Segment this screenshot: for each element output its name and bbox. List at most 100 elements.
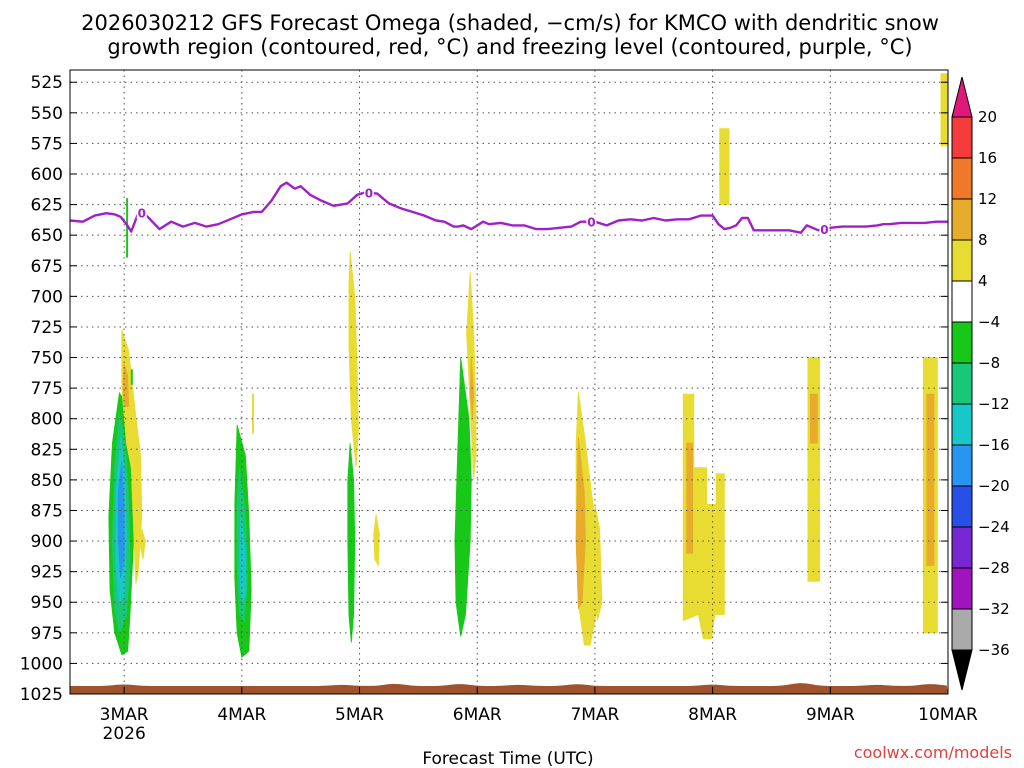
colorbar-label-6: −8 — [978, 354, 1000, 372]
y-tick-label-925: 925 — [31, 563, 63, 583]
colorbar-label-11: −28 — [978, 559, 1010, 577]
freezing-level-label-bg-3 — [819, 222, 830, 237]
freezing-level-label-1: 0 — [365, 187, 373, 201]
omega-region-28 — [926, 393, 935, 566]
y-tick-label-800: 800 — [31, 410, 63, 430]
omega-region-8 — [130, 369, 133, 385]
credit-text: coolwx.com/models — [854, 743, 1012, 762]
x-tick-label-9MAR: 9MAR — [806, 705, 855, 725]
x-axis-label: Forecast Time (UTC) — [422, 749, 593, 768]
y-tick-label-725: 725 — [31, 318, 63, 338]
colorbar-box-5 — [951, 280, 973, 323]
colorbar-label-12: −32 — [978, 600, 1010, 618]
y-tick-label-750: 750 — [31, 349, 63, 369]
y-tick-label-825: 825 — [31, 440, 63, 460]
omega-region-14 — [347, 443, 356, 643]
colorbar-label-0: 20 — [978, 108, 997, 126]
omega-region-7 — [126, 198, 129, 258]
y-tick-label-950: 950 — [31, 593, 63, 613]
x-tick-label-5MAR: 5MAR — [335, 705, 384, 725]
x-tick-label-4MAR: 4MAR — [217, 705, 266, 725]
colorbar-box-11 — [951, 526, 973, 569]
colorbar-box-1 — [951, 116, 973, 159]
y-tick-label-1000: 1000 — [20, 654, 63, 674]
x-tick-label-6MAR: 6MAR — [453, 705, 502, 725]
chart-title-line1: 2026030212 GFS Forecast Omega (shaded, −… — [81, 11, 939, 35]
freezing-level-contour: 0 0 0 0 — [69, 181, 948, 237]
colorbar-label-3: 8 — [978, 231, 988, 249]
freezing-level-label-2: 0 — [587, 216, 595, 230]
grid-lines — [70, 70, 949, 695]
y-tick-label-850: 850 — [31, 471, 63, 491]
terrain-band — [70, 683, 948, 694]
omega-region-23 — [686, 442, 693, 554]
colorbar-box-7 — [951, 362, 973, 405]
colorbar-label-4: 4 — [978, 272, 988, 290]
omega-region-5 — [140, 528, 146, 560]
colorbar-box-4 — [951, 239, 973, 282]
y-tick-label-900: 900 — [31, 532, 63, 552]
x-tick-sublabel-3MAR: 2026 — [103, 724, 146, 744]
freezing-level-label-3: 0 — [820, 223, 828, 237]
y-tick-label-775: 775 — [31, 379, 63, 399]
x-tick-label-3MAR: 3MAR — [100, 705, 149, 725]
y-tick-label-525: 525 — [31, 73, 63, 93]
y-tick-label-675: 675 — [31, 257, 63, 277]
colorbar-box-12 — [951, 567, 973, 610]
y-tick-label-625: 625 — [31, 196, 63, 216]
colorbar-label-9: −20 — [978, 477, 1010, 495]
colorbar-top-triangle — [951, 76, 973, 118]
x-tick-label-8MAR: 8MAR — [688, 705, 737, 725]
omega-shading — [108, 73, 949, 659]
colorbar-box-9 — [951, 444, 973, 487]
omega-region-3 — [117, 461, 125, 578]
colorbar-label-5: −4 — [978, 313, 1000, 331]
omega-region-15 — [373, 514, 380, 567]
colorbar-box-10 — [951, 485, 973, 528]
omega-region-11 — [239, 516, 246, 604]
colorbar-label-2: 12 — [978, 190, 997, 208]
colorbar-label-10: −24 — [978, 518, 1010, 536]
omega-region-13 — [348, 251, 359, 468]
colorbar-box-6 — [951, 321, 973, 364]
colorbar-label-7: −12 — [978, 395, 1010, 413]
chart-title-line2: growth region (contoured, red, °C) and f… — [107, 35, 912, 59]
y-tick-label-550: 550 — [31, 104, 63, 124]
omega-region-22 — [682, 393, 725, 640]
colorbar-box-8 — [951, 403, 973, 446]
colorbar-label-1: 16 — [978, 149, 997, 167]
freezing-level-label-bg-1 — [363, 185, 374, 200]
terrain-fill — [70, 683, 948, 694]
colorbar-box-13 — [951, 608, 973, 651]
y-tick-label-600: 600 — [31, 165, 63, 185]
omega-region-25 — [807, 357, 821, 582]
freezing-level-label-bg-0 — [136, 205, 147, 220]
y-tick-label-700: 700 — [31, 287, 63, 307]
colorbar-label-13: −36 — [978, 641, 1010, 659]
freezing-level-label-0: 0 — [138, 206, 146, 220]
plot-frame — [69, 69, 949, 695]
colorbar-bottom-triangle — [951, 649, 973, 691]
y-tick-label-975: 975 — [31, 624, 63, 644]
y-tick-label-1025: 1025 — [20, 685, 63, 705]
omega-region-24 — [719, 128, 730, 206]
omega-region-12 — [251, 393, 255, 434]
y-tick-label-575: 575 — [31, 134, 63, 154]
x-tick-label-7MAR: 7MAR — [570, 705, 619, 725]
colorbar-box-2 — [951, 157, 973, 200]
y-tick-label-875: 875 — [31, 501, 63, 521]
omega-region-20 — [575, 437, 586, 610]
y-tick-label-650: 650 — [31, 226, 63, 246]
omega-region-21 — [593, 504, 603, 621]
freezing-level-line — [69, 181, 948, 234]
x-tick-label-10MAR: 10MAR — [918, 705, 978, 725]
y-axis: 525 550 575 600 625 650 675 700 725 750 775 800 825 8… — [20, 73, 948, 705]
freezing-level-label-bg-2 — [586, 214, 597, 229]
colorbar-label-8: −16 — [978, 436, 1010, 454]
omega-region-18 — [454, 357, 472, 637]
colorbar: 20 16 12 8 4 −4 −8 −12 −16 −20 −24 −28 −32 −36 — [951, 76, 1010, 691]
colorbar-box-3 — [951, 198, 973, 241]
omega-region-29 — [940, 73, 949, 147]
